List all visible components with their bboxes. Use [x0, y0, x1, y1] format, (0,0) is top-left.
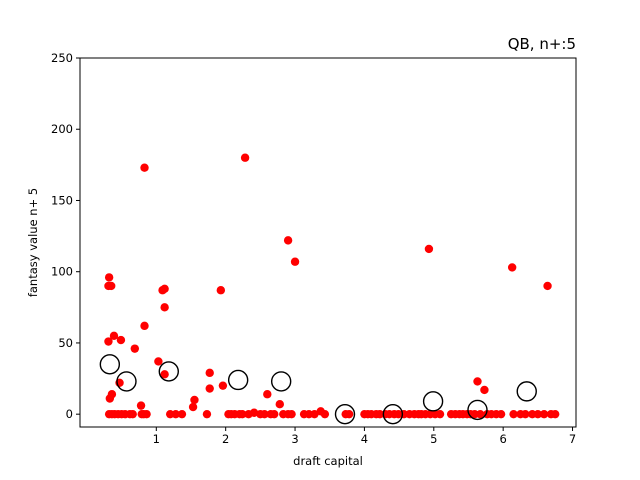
data-point: [107, 281, 116, 291]
y-axis-label: fantasy value n+ 5: [26, 188, 40, 297]
y-tick-label: 200: [51, 122, 73, 136]
data-point: [424, 244, 434, 254]
data-point: [320, 409, 330, 419]
open-marker-point: [116, 371, 137, 392]
open-marker-point: [227, 369, 249, 391]
open-marker-point: [270, 371, 292, 392]
data-point: [109, 331, 119, 341]
data-point: [533, 409, 543, 419]
x-tick-label: 6: [499, 432, 506, 446]
y-tick-label: 0: [66, 407, 73, 421]
data-point: [160, 284, 169, 294]
data-point: [140, 163, 149, 172]
open-marker-point: [467, 399, 488, 421]
open-marker-point: [422, 391, 444, 412]
data-point: [190, 395, 199, 405]
y-tick-label: 100: [51, 265, 73, 279]
data-point: [238, 409, 247, 419]
x-tick-label: 7: [569, 432, 576, 446]
data-point: [473, 377, 482, 386]
data-point: [130, 344, 140, 353]
data-point: [270, 409, 279, 419]
x-tick-label: 2: [222, 432, 229, 446]
data-point: [521, 409, 530, 419]
x-tick-label: 5: [430, 432, 437, 446]
x-axis: 1 2 3 4 5 6 7: [153, 427, 576, 446]
data-point: [476, 409, 485, 419]
data-point: [136, 401, 146, 410]
data-point: [283, 236, 293, 245]
data-point: [550, 409, 560, 419]
data-point: [509, 409, 518, 419]
open-marker-point: [158, 361, 179, 382]
data-point: [205, 384, 214, 393]
data-point: [240, 153, 250, 162]
data-point: [171, 409, 180, 419]
y-tick-label: 250: [51, 51, 73, 65]
x-tick-label: 1: [153, 432, 160, 446]
data-point: [105, 394, 115, 403]
data-point: [480, 385, 489, 395]
data-point: [496, 409, 506, 419]
data-point: [216, 286, 226, 295]
y-tick-label: 150: [51, 193, 73, 207]
data-point: [104, 337, 113, 346]
chart-title: QB, n+:5: [508, 35, 576, 53]
data-point: [543, 281, 552, 291]
open-marker-point: [99, 354, 121, 375]
points-layer: [99, 153, 560, 425]
data-point: [290, 257, 300, 266]
data-point: [275, 400, 284, 409]
data-point: [260, 409, 269, 419]
open-marker-point: [382, 403, 404, 425]
data-point: [202, 409, 212, 419]
data-point: [116, 335, 126, 345]
data-point: [160, 370, 169, 379]
data-point: [154, 357, 163, 366]
data-point: [104, 273, 114, 282]
data-point: [140, 321, 149, 331]
x-axis-label: draft capital: [293, 454, 363, 468]
data-point: [128, 409, 137, 419]
open-marker-point: [334, 403, 356, 425]
open-marker-point: [516, 381, 537, 402]
plot-frame: [79, 57, 577, 428]
data-point: [205, 368, 214, 378]
data-point: [507, 263, 517, 272]
y-tick-label: 50: [58, 336, 73, 350]
x-tick-label: 4: [361, 432, 368, 446]
data-point: [435, 409, 445, 419]
data-point: [160, 303, 169, 312]
data-point: [287, 409, 296, 419]
data-point: [142, 409, 151, 419]
data-point: [539, 409, 549, 419]
x-tick-label: 3: [291, 432, 298, 446]
y-axis: 0 50 100 150 200 250: [51, 51, 80, 421]
data-point: [310, 409, 319, 419]
data-point: [344, 409, 354, 419]
data-point: [177, 409, 187, 419]
data-point: [218, 381, 228, 390]
data-point: [188, 402, 198, 412]
data-point: [263, 390, 272, 399]
